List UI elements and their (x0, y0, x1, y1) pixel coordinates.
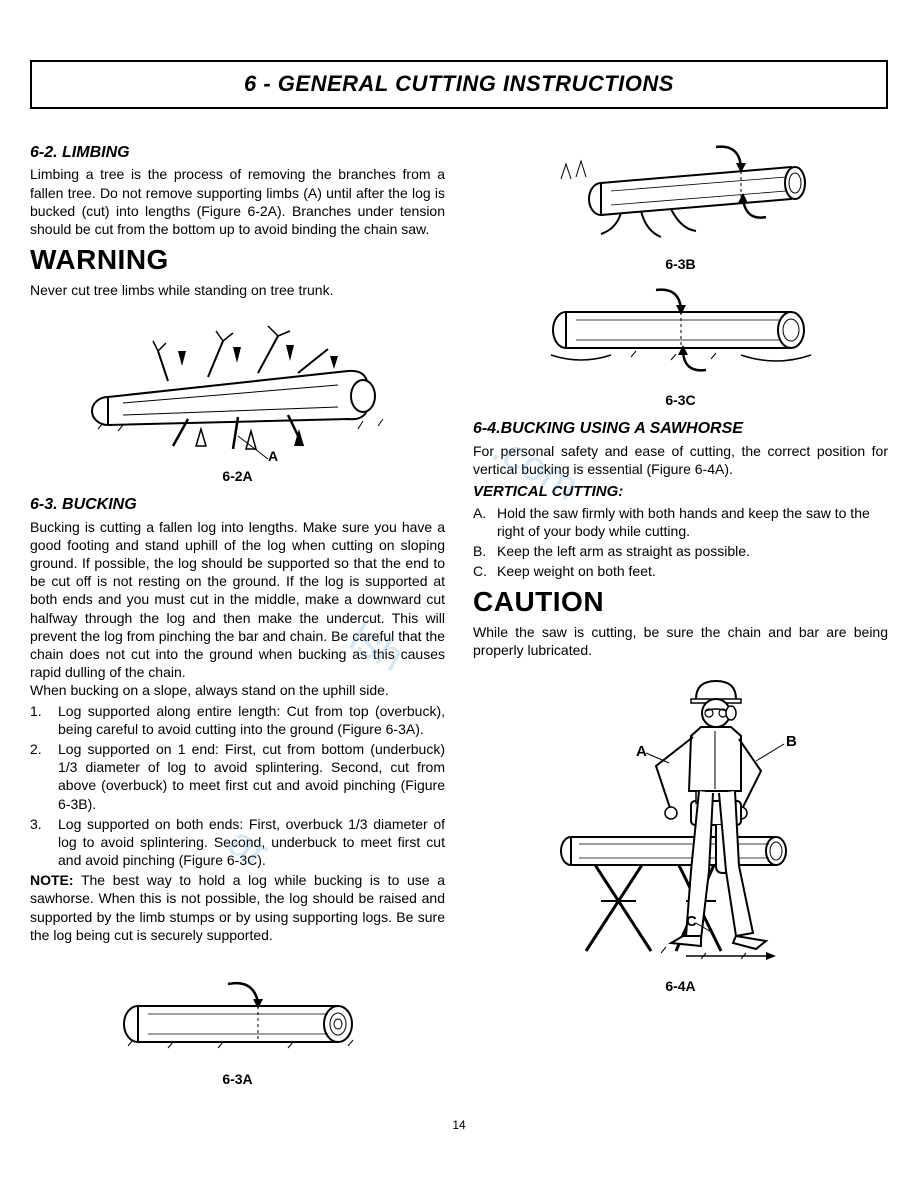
list-item: B.Keep the left arm as straight as possi… (473, 542, 888, 560)
warning-heading: WARNING (30, 242, 445, 278)
page-number: 14 (30, 1118, 888, 1134)
section-6-2-title: 6-2. LIMBING (30, 143, 445, 164)
figure-6-3b: 6-3B (473, 139, 888, 273)
log-overbuck-illustration (108, 974, 368, 1064)
list-item: 3.Log supported on both ends: First, ove… (30, 815, 445, 870)
list-item: 2.Log supported on 1 end: First, cut fro… (30, 740, 445, 813)
list-item: C.Keep weight on both feet. (473, 562, 888, 580)
svg-text:C: C (686, 913, 697, 930)
svg-text:A: A (268, 448, 278, 461)
section-6-4-title: 6-4.BUCKING USING A SAWHORSE (473, 419, 888, 440)
right-column: 6-3B (473, 139, 888, 1099)
figure-6-2a: A 6-2A (30, 311, 445, 485)
section-6-4-body: For personal safety and ease of cutting,… (473, 442, 888, 478)
warning-text: Never cut tree limbs while standing on t… (30, 281, 445, 299)
section-6-2-body: Limbing a tree is the process of removin… (30, 165, 445, 238)
bucking-list: 1.Log supported along entire length: Cut… (30, 702, 445, 870)
caution-heading: CAUTION (473, 584, 888, 620)
figure-6-3b-caption: 6-3B (473, 255, 888, 273)
limbing-illustration: A (68, 311, 408, 461)
figure-6-3a: 6-3A (30, 974, 445, 1088)
figure-6-2a-caption: 6-2A (30, 467, 445, 485)
section-6-3-body-1: Bucking is cutting a fallen log into len… (30, 518, 445, 682)
caution-text: While the saw is cutting, be sure the ch… (473, 623, 888, 659)
bucking-note: NOTE: The best way to hold a log while b… (30, 871, 445, 944)
figure-6-3c-caption: 6-3C (473, 391, 888, 409)
figure-6-4a: A B C 6-4A (473, 671, 888, 995)
figure-6-3c: 6-3C (473, 285, 888, 409)
vertical-cutting-list: A.Hold the saw firmly with both hands an… (473, 504, 888, 581)
sawhorse-illustration: A B C (541, 671, 821, 971)
svg-text:A: A (636, 743, 647, 760)
list-item: 1.Log supported along entire length: Cut… (30, 702, 445, 738)
log-one-end-illustration (531, 139, 831, 249)
log-both-ends-illustration (531, 285, 831, 385)
left-column: 6-2. LIMBING Limbing a tree is the proce… (30, 139, 445, 1099)
chapter-header: 6 - GENERAL CUTTING INSTRUCTIONS (30, 60, 888, 109)
svg-text:B: B (786, 733, 797, 750)
section-6-3-body-2: When bucking on a slope, always stand on… (30, 681, 445, 699)
figure-6-3a-caption: 6-3A (30, 1070, 445, 1088)
section-6-3-title: 6-3. BUCKING (30, 495, 445, 516)
vertical-cutting-heading: VERTICAL CUTTING: (473, 482, 888, 502)
list-item: A.Hold the saw firmly with both hands an… (473, 504, 888, 540)
figure-6-4a-caption: 6-4A (473, 977, 888, 995)
chapter-title: 6 - GENERAL CUTTING INSTRUCTIONS (44, 70, 874, 99)
